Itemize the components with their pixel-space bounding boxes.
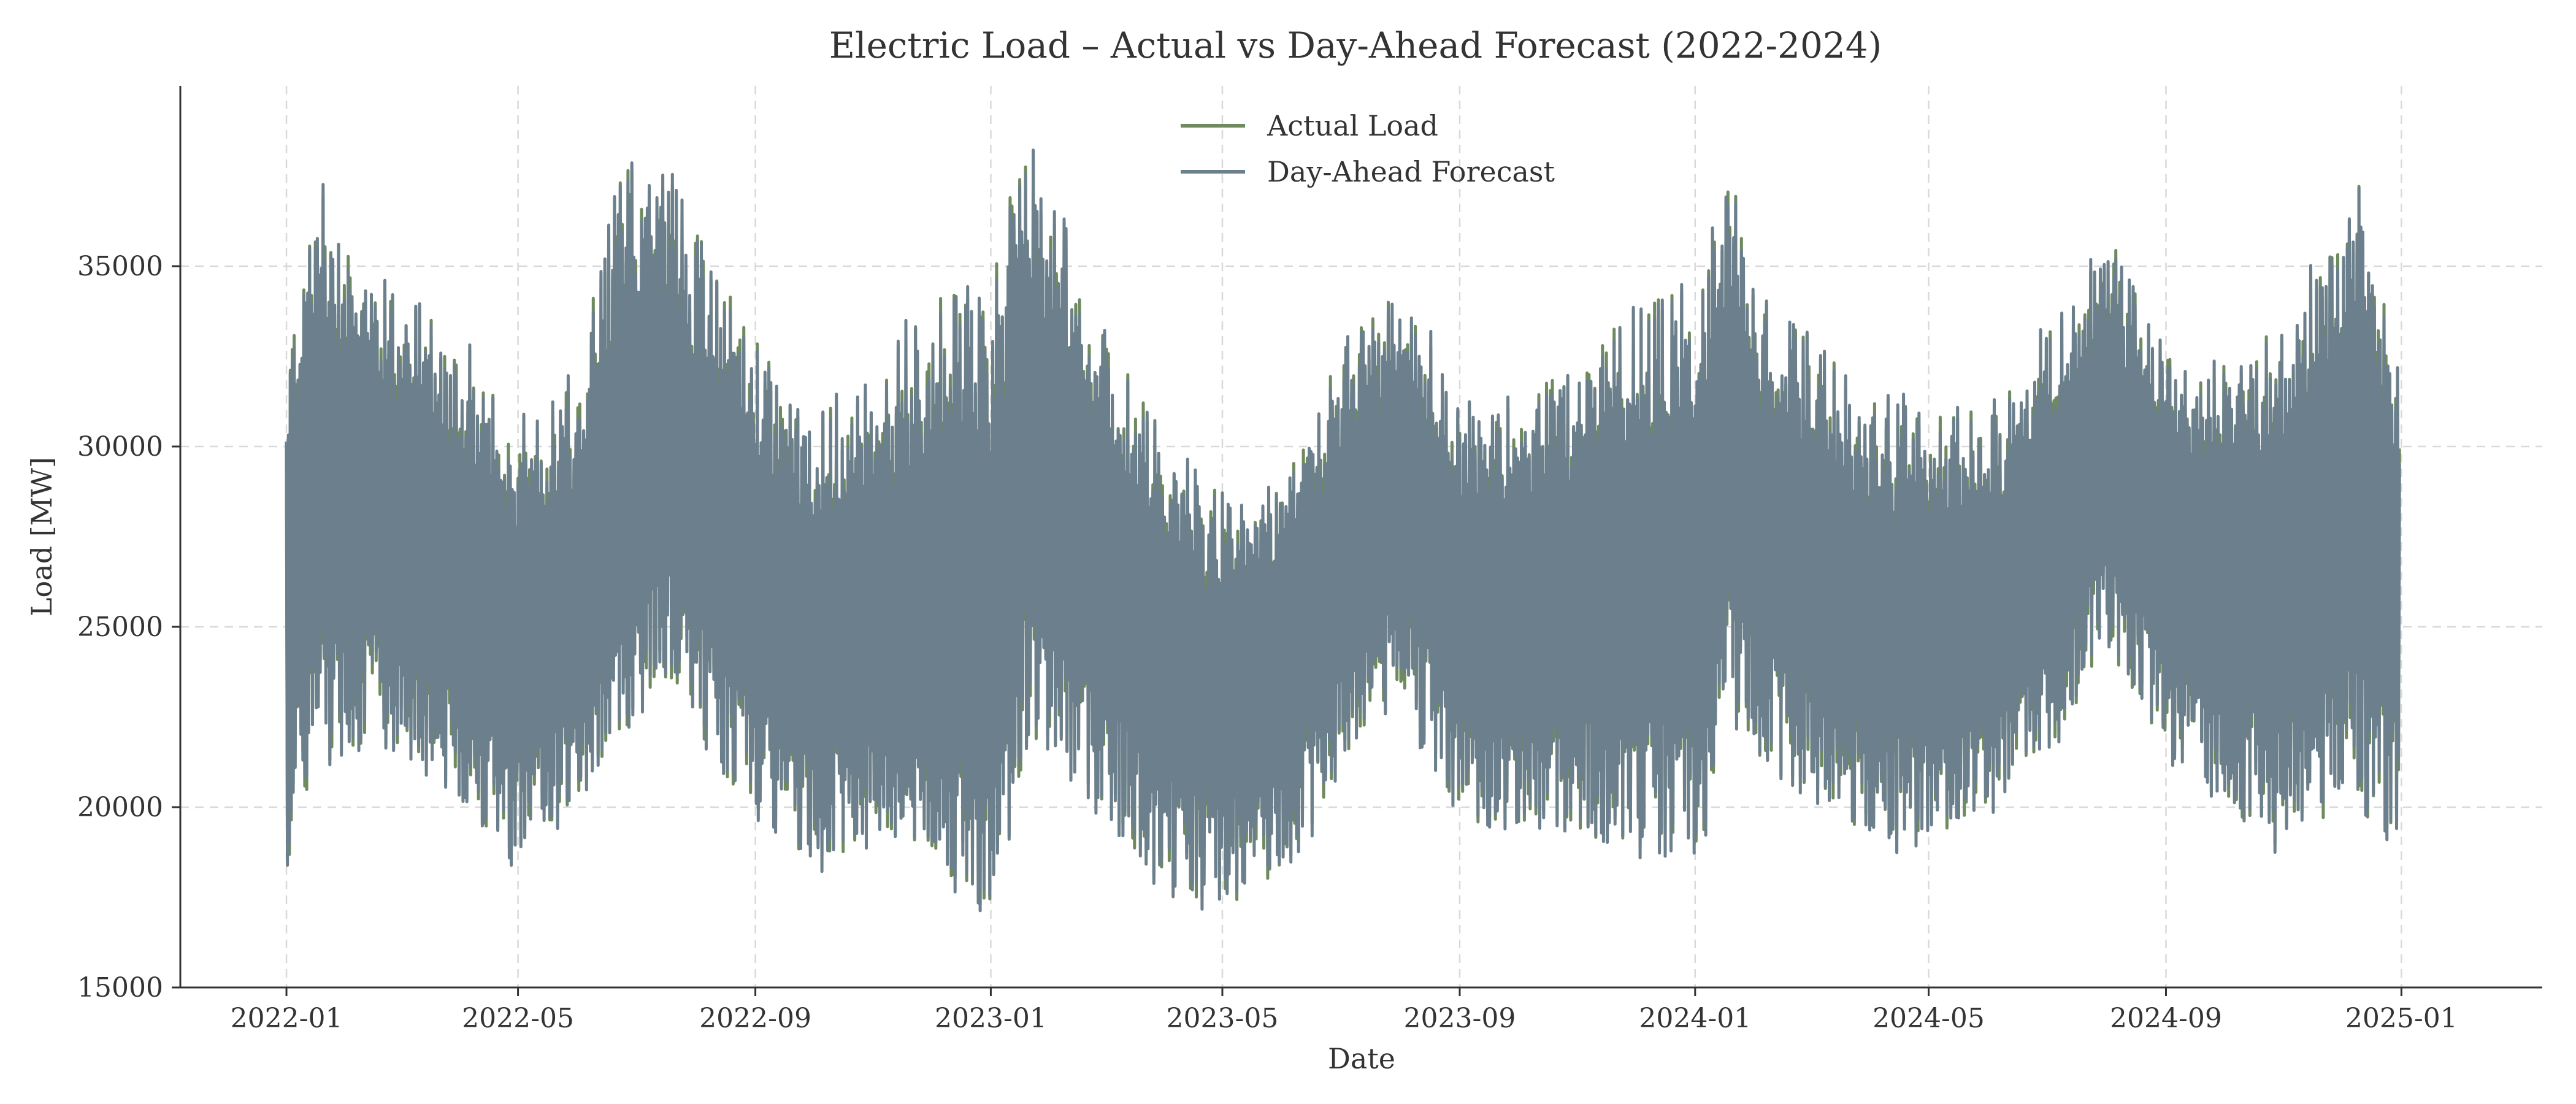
- chart-title: Electric Load – Actual vs Day-Ahead Fore…: [829, 25, 1882, 66]
- x-tick-label: 2024-05: [1873, 1003, 1985, 1034]
- series-layer: [285, 148, 2401, 913]
- x-tick-label: 2022-05: [462, 1003, 574, 1034]
- x-tick-label: 2025-01: [2345, 1003, 2458, 1034]
- legend-label-day-ahead-forecast: Day-Ahead Forecast: [1267, 155, 1555, 188]
- x-tick-label: 2023-09: [1404, 1003, 1516, 1034]
- y-tick-label: 25000: [77, 611, 163, 643]
- y-ticks: 15000 20000 25000 30000 35000: [77, 251, 180, 1003]
- legend-label-actual-load: Actual Load: [1267, 109, 1438, 142]
- legend: Actual Load Day-Ahead Forecast: [1181, 109, 1555, 188]
- y-axis-label: Load [MW]: [25, 457, 58, 616]
- x-tick-label: 2022-09: [699, 1003, 811, 1034]
- x-tick-label: 2022-01: [231, 1003, 343, 1034]
- x-tick-label: 2024-09: [2110, 1003, 2222, 1034]
- series-line-day-ahead-forecast: [285, 148, 2401, 913]
- x-tick-label: 2023-01: [935, 1003, 1047, 1034]
- x-tick-label: 2024-01: [1639, 1003, 1751, 1034]
- y-tick-label: 30000: [77, 431, 163, 462]
- y-tick-label: 35000: [77, 251, 163, 282]
- x-tick-label: 2023-05: [1167, 1003, 1279, 1034]
- x-ticks: 2022-01 2022-05 2022-09 2023-01 2023-05 2023-…: [231, 987, 2458, 1034]
- x-axis-label: Date: [1328, 1042, 1395, 1075]
- y-tick-label: 20000: [77, 792, 163, 823]
- y-tick-label: 15000: [77, 972, 163, 1003]
